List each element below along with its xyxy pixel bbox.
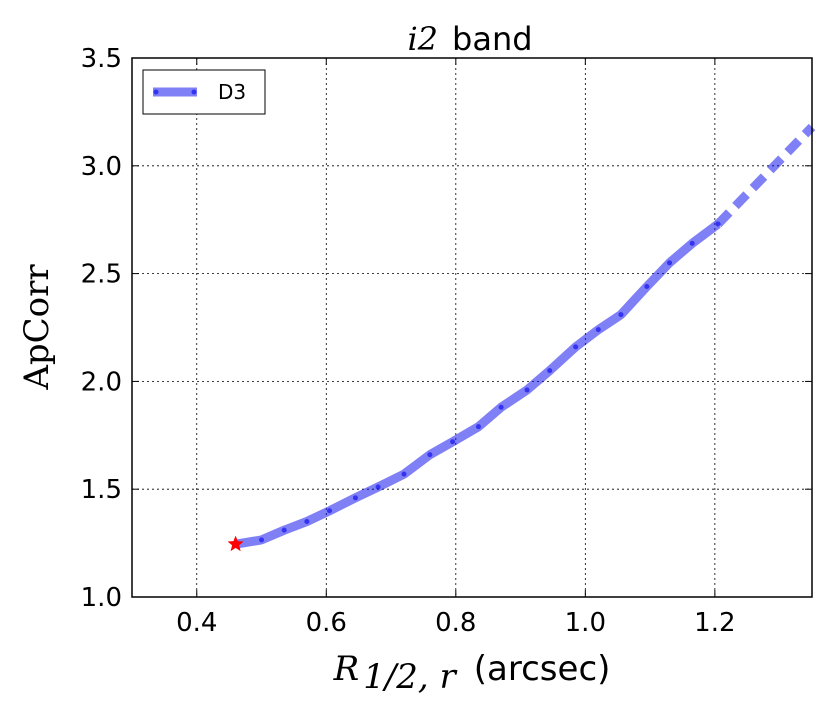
y-tick-label: 2.5: [81, 260, 122, 290]
data-point: [475, 424, 481, 430]
legend: D3: [142, 69, 266, 115]
legend-marker-d3: [153, 89, 159, 95]
data-point: [573, 344, 579, 350]
data-point: [375, 484, 381, 490]
legend-label-d3: D3: [218, 80, 246, 104]
data-point: [352, 495, 358, 501]
data-point: [524, 387, 530, 393]
y-tick-label: 3.5: [81, 44, 122, 74]
title-math: i2: [407, 20, 438, 58]
x-label-symbol: R: [333, 649, 360, 689]
y-tick-label: 3.0: [81, 152, 122, 182]
chart-title: i2 band: [407, 20, 532, 58]
series-extrapolation-d3: [714, 123, 816, 228]
x-tick-label: 1.2: [694, 608, 735, 638]
x-axis-label: R 1/2, r (arcsec): [333, 649, 611, 697]
x-tick-label: 0.8: [435, 608, 476, 638]
data-point: [401, 471, 407, 477]
star-marker: [227, 535, 244, 552]
title-rest: band: [452, 20, 533, 58]
series-line-d3: [234, 220, 721, 549]
data-point: [327, 508, 333, 514]
data-point: [715, 221, 721, 227]
data-point: [644, 284, 650, 290]
x-label-unit: (arcsec): [474, 649, 611, 689]
axis-ticks: 0.4 0.6 0.8 1.0 1.2 1.0 1.5 2.0 2.5 3.0 3.5: [81, 44, 812, 638]
data-point: [595, 327, 601, 333]
x-tick-label: 0.6: [306, 608, 347, 638]
data-point: [450, 439, 456, 445]
data-point: [689, 240, 695, 246]
y-tick-label: 1.0: [81, 583, 122, 613]
data-point: [281, 527, 287, 533]
data-point: [618, 312, 624, 318]
data-point: [498, 404, 504, 410]
y-tick-label: 2.0: [81, 367, 122, 397]
data-point: [427, 452, 433, 458]
legend-marker-d3: [191, 89, 197, 95]
data-point: [667, 260, 673, 266]
y-axis-label: ApCorr: [17, 264, 57, 391]
plot-frame: [131, 57, 813, 598]
x-tick-label: 1.0: [565, 608, 606, 638]
x-tick-label: 0.4: [176, 608, 217, 638]
series-layer: [227, 123, 816, 552]
data-point: [547, 368, 553, 374]
grid-lines: [132, 57, 812, 598]
data-point: [304, 519, 310, 525]
y-tick-label: 1.5: [81, 475, 122, 505]
data-point: [259, 537, 265, 543]
x-label-subscript: 1/2, r: [363, 657, 457, 697]
